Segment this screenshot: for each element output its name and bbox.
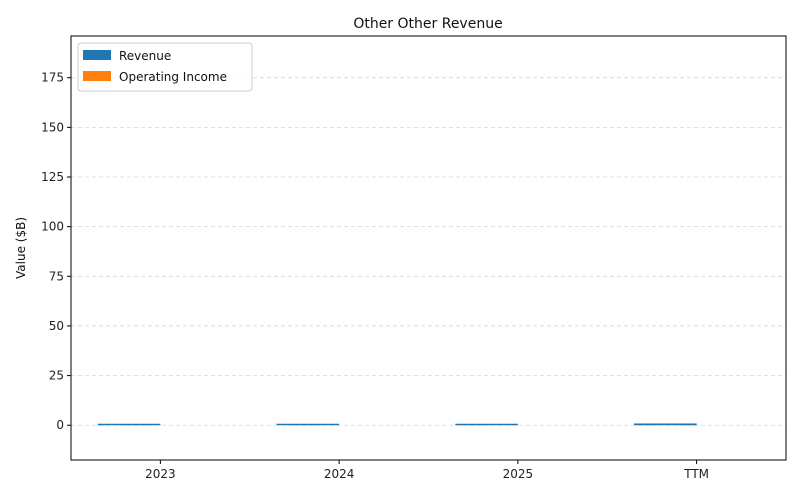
y-tick-label-175: 175 xyxy=(41,71,64,85)
plot-frame xyxy=(70,35,787,461)
legend-swatch-operating-income xyxy=(83,71,111,81)
y-tick-label-100: 100 xyxy=(41,220,64,234)
bars xyxy=(97,423,697,426)
legend-box xyxy=(77,42,253,92)
bar-revenue-2024 xyxy=(276,423,340,426)
y-tick-label-0: 0 xyxy=(56,418,64,432)
legend-label-revenue: Revenue xyxy=(119,49,171,63)
y-tick-label-150: 150 xyxy=(41,120,64,134)
bar-revenue-ttm xyxy=(634,423,697,426)
y-tick-label-25: 25 xyxy=(49,369,64,383)
legend-label-operating-income: Operating Income xyxy=(119,70,227,84)
chart-title: Other Other Revenue xyxy=(353,16,502,32)
y-tick-label-50: 50 xyxy=(49,319,64,333)
legend-swatch-revenue xyxy=(83,50,111,60)
bar-revenue-2023 xyxy=(97,423,161,426)
y-tick-label-125: 125 xyxy=(41,170,64,184)
x-axis-ticks: 2023 2024 2025 TTM xyxy=(145,460,709,481)
bar-revenue-2025 xyxy=(455,423,518,426)
y-tick-label-75: 75 xyxy=(49,269,64,283)
x-tick-label-ttm: TTM xyxy=(683,467,709,481)
y-axis-ticks: 0 25 50 75 100 125 150 175 xyxy=(41,71,71,432)
grid-lines xyxy=(71,77,786,426)
x-tick-label-2023: 2023 xyxy=(145,467,176,481)
legend: Revenue Operating Income xyxy=(77,42,253,92)
x-tick-label-2024: 2024 xyxy=(324,467,355,481)
y-axis-label: Value ($B) xyxy=(14,217,28,279)
x-tick-label-2025: 2025 xyxy=(503,467,534,481)
